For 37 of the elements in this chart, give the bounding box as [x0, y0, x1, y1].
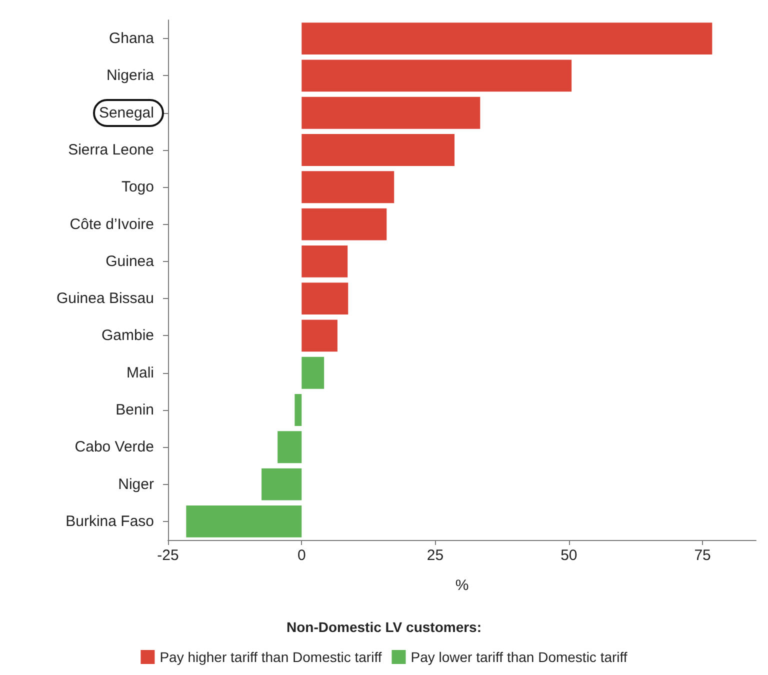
bar: [302, 245, 348, 278]
y-tick-label: Guinea Bissau: [56, 290, 154, 308]
bar: [302, 22, 712, 55]
legend-label: Pay lower tariff than Domestic tariff: [410, 649, 628, 665]
legend-title: Non-Domestic LV customers:: [286, 619, 482, 635]
y-tick-label: Mali: [126, 364, 154, 382]
bar: [294, 394, 302, 426]
bar: [302, 320, 338, 352]
y-tick-label: Senegal: [98, 104, 154, 122]
y-tick-label: Burkina Faso: [66, 512, 154, 530]
y-tick-label: Cabo Verde: [74, 438, 154, 456]
y-tick-label: Niger: [118, 476, 154, 493]
bar: [302, 96, 480, 129]
x-tick-label: 75: [694, 547, 711, 564]
bar: [302, 134, 455, 166]
bar: [302, 60, 572, 92]
x-axis-title: %: [455, 577, 469, 594]
x-tick-label: 25: [426, 547, 444, 564]
y-tick-label: Côte d’Ivoire: [70, 216, 154, 233]
x-tick-label: 0: [297, 547, 306, 564]
bar: [278, 431, 302, 464]
y-tick-label: Gambie: [101, 327, 154, 344]
y-tick-label: Togo: [121, 178, 154, 196]
bar: [262, 468, 302, 500]
y-tick-label: Sierra Leone: [68, 142, 154, 158]
bar: [302, 356, 324, 389]
y-tick-label: Benin: [116, 402, 154, 418]
x-tick-label: -25: [157, 547, 179, 564]
y-tick-label: Ghana: [108, 30, 155, 48]
bar: [186, 505, 302, 538]
y-tick-label: Guinea: [106, 252, 155, 270]
bar: [302, 208, 387, 240]
y-tick-label: Nigeria: [106, 67, 155, 84]
legend-label: Pay higher tariff than Domestic tariff: [160, 649, 382, 665]
x-tick-label: 50: [560, 547, 578, 564]
bar: [302, 282, 348, 315]
bar: [302, 171, 394, 204]
